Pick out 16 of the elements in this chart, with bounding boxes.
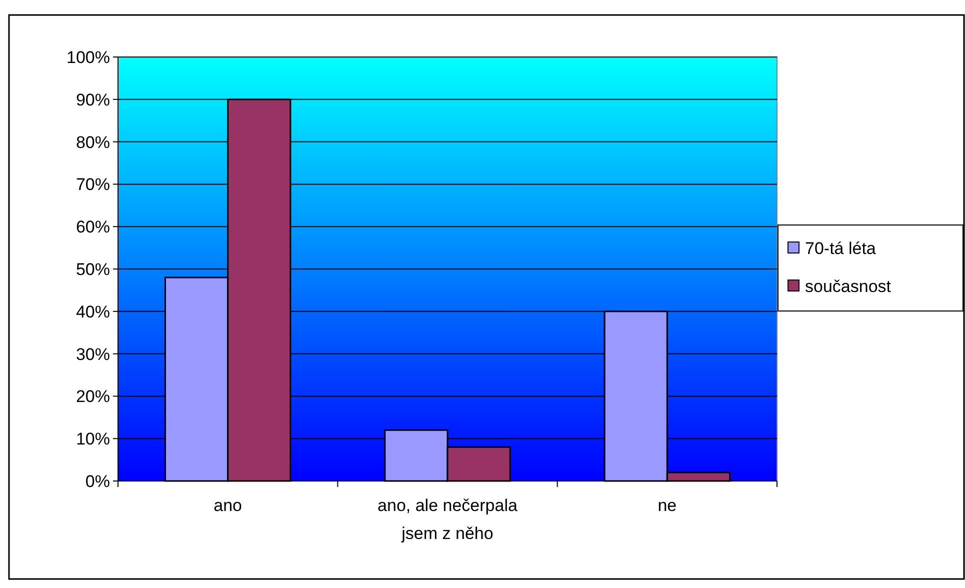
legend-label: současnost <box>805 276 892 296</box>
y-tick-label: 50% <box>76 260 110 279</box>
y-tick-label: 10% <box>76 430 110 449</box>
y-tick-label: 90% <box>76 90 110 110</box>
y-tick-label: 40% <box>76 302 110 322</box>
y-tick-label: 80% <box>76 132 110 152</box>
x-tick-label: ano, ale nečerpala jsem z něho <box>378 496 518 543</box>
y-tick-label: 30% <box>76 344 110 364</box>
legend-label: 70-tá léta <box>805 238 876 258</box>
x-tick-label: ano <box>214 496 242 515</box>
y-tick-label: 100% <box>66 48 110 67</box>
y-tick-label: 20% <box>76 387 110 406</box>
y-tick-label: 70% <box>76 175 110 194</box>
y-tick-label: 60% <box>76 218 110 237</box>
x-tick-label: ne <box>658 496 677 515</box>
y-tick-label: 0% <box>85 472 110 491</box>
